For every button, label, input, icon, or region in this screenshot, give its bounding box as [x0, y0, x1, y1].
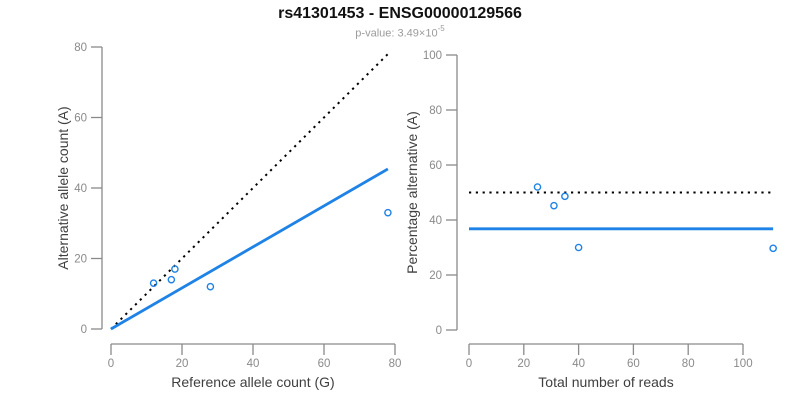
pvalue-text: p-value: 3.49×10	[355, 27, 438, 40]
y-tick-label: 20	[429, 270, 442, 282]
data-point	[384, 208, 392, 217]
x-tick-label: 80	[682, 358, 695, 370]
right-plot: 0 20 40 60 80 100 0 20 40 60 80 100 Total number of …	[404, 50, 777, 390]
y-axis-title: Percentage alternative (A)	[404, 111, 420, 274]
x-tick-label: 20	[176, 358, 189, 370]
figure-title: rs41301453 - ENSG00000129566	[278, 5, 522, 22]
y-tick-label: 60	[429, 160, 442, 172]
x-tick-label: 40	[572, 358, 585, 370]
x-tick-label: 40	[247, 358, 260, 370]
y-tick-label: 40	[74, 183, 87, 195]
data-point	[561, 192, 569, 201]
y-tick-label: 0	[81, 324, 87, 336]
data-point	[574, 243, 583, 252]
pvalue-exponent: -5	[437, 24, 445, 33]
data-point	[550, 201, 558, 210]
data-point	[167, 275, 176, 284]
data-point	[206, 282, 215, 291]
x-tick-label: 20	[517, 358, 530, 370]
x-tick-label: 0	[108, 358, 114, 370]
fit-line	[110, 167, 389, 331]
x-axis-title: Total number of reads	[538, 374, 673, 390]
x-axis-title: Reference allele count (G)	[171, 374, 334, 390]
y-tick-label: 20	[74, 254, 87, 266]
y-tick-label: 40	[429, 215, 442, 227]
y-tick-label: 100	[423, 50, 442, 62]
x-tick-label: 80	[389, 358, 402, 370]
data-point	[769, 244, 777, 253]
x-tick-label: 100	[733, 358, 752, 370]
x-tick-label: 60	[318, 358, 331, 370]
data-point	[149, 279, 158, 287]
x-tick-label: 0	[466, 358, 472, 370]
data-point	[533, 183, 542, 191]
x-tick-label: 60	[627, 358, 640, 370]
left-plot: 0 20 40 60 80 0 20 40 60 80 Reference allele count…	[55, 42, 401, 390]
figure-subtitle: p-value: 3.49×10-5	[0, 24, 800, 40]
y-tick-label: 60	[74, 113, 87, 125]
y-tick-label: 0	[436, 325, 442, 337]
data-point	[171, 265, 179, 273]
y-axis-title: Alternative allele count (A)	[55, 106, 71, 269]
y-tick-label: 80	[429, 105, 442, 117]
y-tick-label: 80	[74, 42, 87, 54]
